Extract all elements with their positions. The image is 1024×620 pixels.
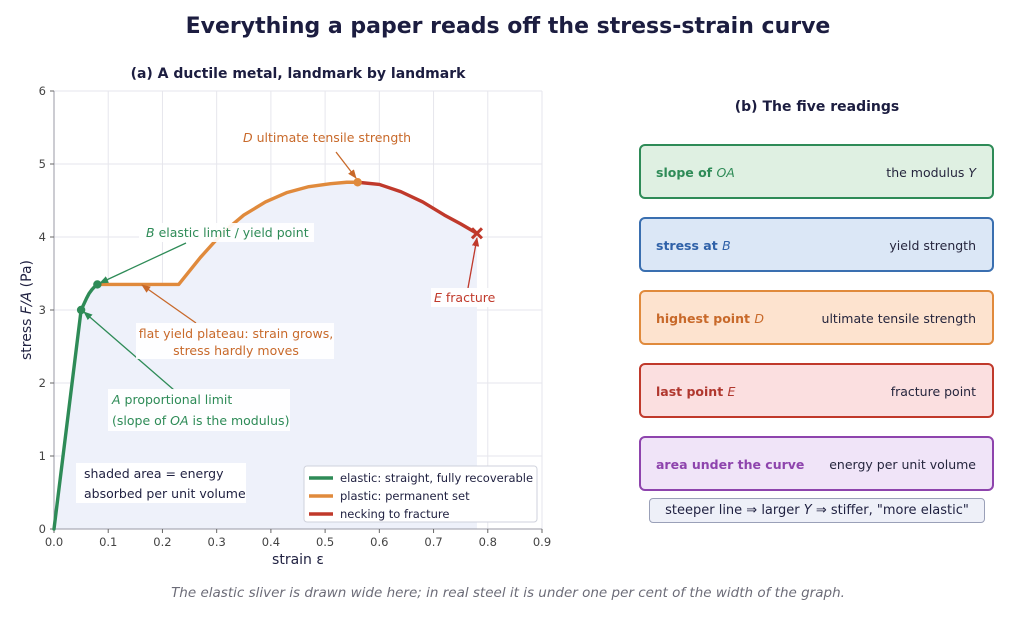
x-tick-label: 0.4 (262, 535, 280, 549)
annotation-plateau-line2: stress hardly moves (173, 343, 299, 358)
panel-b-title: (b) The five readings (734, 99, 900, 115)
reading-key: area under the curve (656, 457, 805, 472)
x-tick-label: 0.3 (208, 535, 226, 549)
x-tick-label: 0.5 (316, 535, 334, 549)
x-tick-label: 0.7 (424, 535, 442, 549)
y-tick-label: 0 (39, 522, 46, 536)
legend-label-2: necking to fracture (340, 507, 449, 521)
annotation-A: A proportional limit (111, 392, 232, 407)
y-tick-label: 1 (39, 449, 46, 463)
annotation-A-note: (slope of OA is the modulus) (112, 413, 289, 428)
y-tick-label: 2 (39, 376, 46, 390)
arrow-plateau (141, 284, 197, 324)
series-line-1 (95, 180, 360, 287)
x-tick-label: 0.1 (99, 535, 117, 549)
y-tick-label: 5 (39, 157, 46, 171)
series-line-2 (355, 180, 479, 236)
y-tick-label: 4 (39, 230, 46, 244)
legend-label-1: plastic: permanent set (340, 489, 470, 503)
x-tick-label: 0.2 (153, 535, 171, 549)
y-axis-label: stress F/A (Pa) (19, 260, 35, 360)
y-tick-label: 3 (39, 303, 46, 317)
reading-box-3: highest point D ultimate tensile strength (639, 290, 994, 345)
annotation-D: D ultimate tensile strength (243, 130, 411, 145)
landmark-D-marker (353, 178, 362, 187)
panel-a-title: (a) A ductile metal, landmark by landmar… (130, 66, 466, 82)
arrow-D (335, 151, 357, 179)
x-tick-label: 0.0 (45, 535, 63, 549)
annotation-shaded-line1: shaded area = energy (84, 466, 224, 481)
annotation-plateau-line1: flat yield plateau: strain grows, (139, 326, 334, 341)
reading-value: energy per unit volume (829, 457, 976, 472)
reading-value: ultimate tensile strength (821, 311, 976, 326)
landmark-B-marker (93, 280, 102, 289)
x-tick-label: 0.8 (479, 535, 497, 549)
arrow-B (99, 242, 187, 284)
reading-box-5: area under the curve energy per unit volu… (639, 436, 994, 491)
landmark-markers (76, 178, 483, 315)
reading-key: last point E (656, 384, 736, 399)
tick-labels: 0.0 0.1 0.2 0.3 0.4 0.5 0.6 0.7 0.8 0.9 0 1 2 3 4 5 6 (39, 84, 551, 549)
legend: elastic: straight, fully recoverable plas… (303, 465, 538, 523)
x-axis-label: strain ε (272, 552, 324, 568)
reading-box-2: stress at B yield strength (639, 217, 994, 272)
annotation-B: B elastic limit / yield point (146, 225, 309, 240)
stiffness-tip: steeper line ⇒ larger Y ⇒ stiffer, "more… (649, 498, 985, 523)
reading-key: highest point D (656, 311, 764, 326)
legend-label-0: elastic: straight, fully recoverable (340, 471, 533, 485)
reading-key: stress at B (656, 238, 731, 253)
landmark-A-marker (76, 305, 86, 315)
reading-key: slope of OA (656, 165, 735, 180)
reading-box-1: slope of OA the modulus Y (639, 144, 994, 199)
reading-value: fracture point (890, 384, 976, 399)
arrow-A (83, 311, 175, 391)
reading-value: the modulus Y (886, 165, 976, 180)
annotation-shaded-line2: absorbed per unit volume (84, 486, 246, 501)
x-tick-label: 0.9 (533, 535, 551, 549)
reading-box-4: last point E fracture point (639, 363, 994, 418)
arrow-E (467, 237, 480, 289)
footnote: The elastic sliver is drawn wide here; i… (171, 585, 845, 601)
landmark-E-marker (470, 227, 483, 240)
y-tick-label: 6 (39, 84, 46, 98)
x-tick-label: 0.6 (370, 535, 388, 549)
annotation-E: E fracture (434, 290, 496, 305)
reading-value: yield strength (889, 238, 976, 253)
main-title: Everything a paper reads off the stress-… (185, 14, 831, 39)
